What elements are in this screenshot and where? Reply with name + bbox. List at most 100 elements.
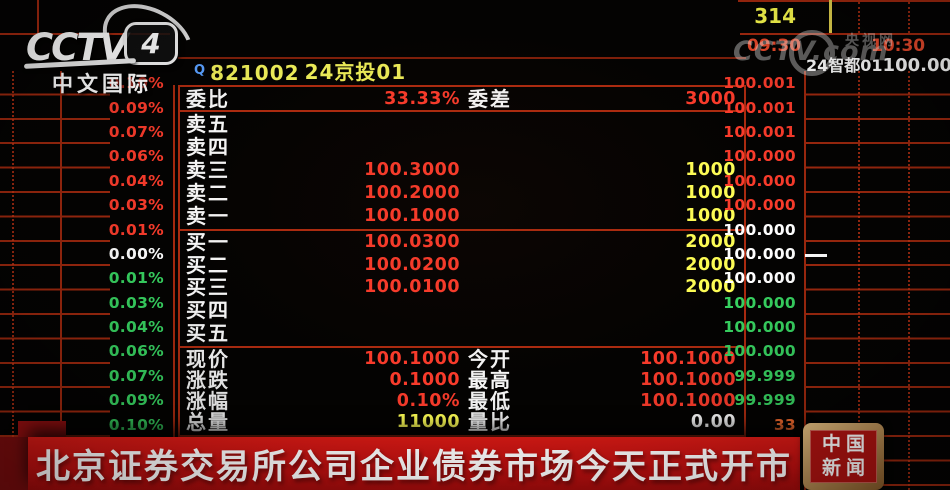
right-symbol-price: 100.0000 — [882, 55, 950, 76]
info-row: 现价 100.1000 今开 100.1000 — [180, 348, 744, 369]
percent-axis-value: 0.04% — [108, 318, 164, 337]
channel-number-badge: 4 — [124, 22, 178, 65]
watermark-cn: 央视网 — [845, 33, 896, 49]
volume-top-value: 314 — [754, 4, 796, 28]
percent-axis-value: 0.09% — [108, 391, 164, 410]
china-news-badge: 中国 新闻 — [803, 423, 884, 490]
price-axis-row: 100.000 — [723, 217, 800, 241]
cctv4-logo: CCTV 4 中文国际 — [22, 0, 206, 98]
percent-axis-value: 0.03% — [108, 293, 164, 312]
cctv-watermark: CCTV.com 央视网 — [733, 28, 950, 78]
price-axis-row: 100.000 — [723, 266, 800, 290]
price-axis-row: 100.000 — [723, 169, 800, 193]
watermark-text: CCTV.com — [733, 36, 889, 67]
level-price: 100.1000 — [364, 205, 460, 226]
info-row: 涨幅 0.10% 最低 100.1000 — [180, 391, 744, 412]
news-ticker-banner: 北京证券交易所公司企业债券市场今天正式开市 — [28, 437, 800, 490]
sell-level-row: 卖四 — [180, 135, 744, 158]
info-label-1: 总量 — [186, 410, 230, 435]
sell-level-row: 卖二 100.2000 1000 — [180, 181, 744, 204]
buy-level-row: 买二 100.0200 2000 — [180, 254, 744, 277]
right-top-divider-line — [740, 33, 950, 35]
percent-axis-row: 0.10% — [96, 71, 168, 95]
right-grid-dotted-line-1 — [858, 71, 860, 490]
price-axis-row: 100.000 — [723, 315, 800, 339]
sell-level-row: 卖一 100.1000 1000 — [180, 204, 744, 227]
level-volume: 2000 — [685, 254, 736, 275]
percent-axis-row: 0.03% — [96, 291, 168, 315]
percent-axis-value: 0.10% — [108, 74, 164, 93]
price-axis-row: 100.001 — [723, 95, 800, 119]
price-axis-value: 100.000 — [723, 171, 796, 190]
level-price: 100.0100 — [364, 277, 460, 298]
percent-axis-value: 0.01% — [108, 220, 164, 239]
percent-axis-row: 0.03% — [96, 193, 168, 217]
watermark-ring — [789, 30, 835, 76]
buy-level-row: 买四 — [180, 299, 744, 322]
level-price: 100.2000 — [364, 182, 460, 203]
china-news-badge-inner: 中国 新闻 — [810, 430, 877, 483]
price-axis-row: 100.001 — [723, 120, 800, 144]
price-axis-row: 33 — [734, 412, 800, 436]
time-label-1030: 10:30 — [871, 36, 926, 56]
channel-number: 4 — [141, 27, 161, 60]
price-axis-row: 100.000 — [723, 339, 800, 363]
ticker-left-tab — [0, 437, 30, 490]
right-symbol-name: 24智都01 — [806, 56, 883, 75]
info-value-2: 100.1000 — [640, 369, 736, 390]
percent-axis-value: 0.07% — [108, 122, 164, 141]
right-grid-dotted-line-2 — [908, 71, 910, 490]
percent-axis-row: 0.07% — [96, 120, 168, 144]
info-label-1: 涨跌 — [186, 367, 230, 392]
weicha-label: 委差 — [468, 86, 512, 111]
info-label-2: 最低 — [468, 389, 512, 414]
symbol-q-icon: Q — [194, 63, 206, 78]
quote-panel: Q 821002 24京投01 委比 33.33% 委差 3000 卖五 卖四 — [178, 57, 746, 439]
info-label-1: 现价 — [186, 348, 230, 371]
left-top-divider-line — [0, 33, 170, 35]
percent-axis-row: 0.01% — [96, 217, 168, 241]
price-axis-value: 99.999 — [734, 366, 796, 385]
left-grid-solid-line — [60, 71, 62, 437]
price-axis-row: 100.000 — [723, 291, 800, 315]
right-chart-grid — [804, 71, 950, 490]
level-label: 卖三 — [186, 157, 230, 182]
level-label: 卖五 — [186, 112, 230, 136]
percent-axis-row: 0.01% — [96, 266, 168, 290]
level-label: 买三 — [186, 275, 230, 300]
quote-info-box: 现价 100.1000 今开 100.1000 涨跌 0.1000 最高 100… — [178, 348, 746, 437]
info-label-2: 今开 — [468, 348, 512, 371]
price-axis-value: 100.000 — [723, 293, 796, 312]
left-top-vertical-line — [37, 0, 39, 33]
info-label-1: 涨幅 — [186, 389, 230, 414]
buy-level-row: 买五 — [180, 321, 744, 344]
left-percent-axis: 0.10% 0.09% 0.07% 0.06% 0.04% 0.03% 0.01… — [96, 71, 168, 437]
percent-axis-value: 0.06% — [108, 147, 164, 166]
percent-axis-row: 0.00% — [96, 242, 168, 266]
price-axis-value: 100.000 — [723, 147, 796, 166]
percent-axis-row: 0.04% — [96, 169, 168, 193]
price-axis-value: 100.000 — [723, 196, 796, 215]
level-volume: 1000 — [685, 159, 736, 180]
weicha-value: 3000 — [685, 88, 736, 109]
price-axis-value: 100.001 — [723, 122, 796, 141]
price-axis-value: 100.000 — [723, 318, 796, 337]
info-label-2: 最高 — [468, 367, 512, 392]
buy-level-row: 买三 100.0100 2000 — [180, 276, 744, 299]
badge-line-2: 新闻 — [821, 456, 870, 479]
info-value-1: 11000 — [396, 412, 460, 433]
right-price-axis: 100.001 100.001 100.001 100.000 100.000 … — [723, 71, 800, 437]
price-axis-value: 100.000 — [723, 244, 796, 263]
info-value-2: 100.1000 — [640, 348, 736, 369]
sell-levels: 卖五 卖四 卖三 100.3000 1000 卖二 100.2000 1000 — [178, 112, 746, 231]
level-volume: 2000 — [685, 277, 736, 298]
right-top-dotted-line-1 — [858, 2, 860, 33]
info-value-1: 0.10% — [396, 391, 460, 412]
right-symbol-header: 24智都01 100.0000 — [806, 52, 950, 76]
price-axis-row: 100.000 — [723, 144, 800, 168]
sell-level-row: 卖三 100.3000 1000 — [180, 158, 744, 181]
buy-level-row: 买一 100.0300 2000 — [180, 231, 744, 254]
price-axis-value: 100.001 — [723, 98, 796, 117]
weibi-value: 33.33% — [384, 88, 460, 109]
